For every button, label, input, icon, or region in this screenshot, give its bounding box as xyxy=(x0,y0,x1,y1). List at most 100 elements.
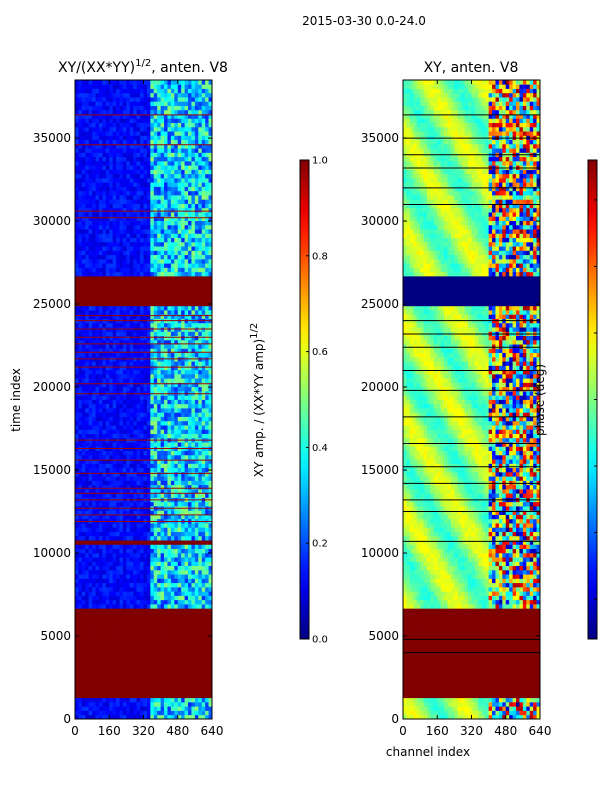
heatmap-cell xyxy=(160,373,165,379)
heatmap-cell xyxy=(81,195,86,200)
heatmap-cell xyxy=(177,488,182,494)
heatmap-cell xyxy=(208,220,213,226)
heatmap-cell xyxy=(194,667,199,673)
heatmap-cell xyxy=(170,195,175,200)
heatmap-cell xyxy=(184,684,189,690)
heatmap-cell xyxy=(146,288,151,294)
heatmap-cell xyxy=(133,476,138,481)
heatmap-cell xyxy=(140,523,144,528)
heatmap-cell xyxy=(92,237,96,243)
heatmap-cell xyxy=(205,301,209,307)
heatmap-cell xyxy=(85,676,90,682)
heatmap-cell xyxy=(146,548,151,554)
heatmap-cell xyxy=(105,523,110,528)
heatmap-cell xyxy=(78,629,83,635)
heatmap-cell xyxy=(164,216,168,221)
heatmap-cell xyxy=(81,582,86,588)
heatmap-cell xyxy=(205,535,209,541)
heatmap-cell xyxy=(81,459,86,464)
heatmap-cell xyxy=(208,442,213,447)
heatmap-cell xyxy=(136,603,141,609)
heatmap-cell xyxy=(98,199,103,204)
heatmap-cell xyxy=(170,382,175,388)
heatmap-cell xyxy=(116,599,120,605)
heatmap-cell xyxy=(78,339,83,345)
heatmap-cell xyxy=(146,305,151,311)
heatmap-cell xyxy=(184,433,189,439)
heatmap-cell xyxy=(85,271,90,277)
heatmap-cell xyxy=(133,701,138,707)
heatmap-cell xyxy=(160,454,165,460)
heatmap-cell xyxy=(184,621,189,626)
heatmap-cell xyxy=(177,633,182,639)
heatmap-cell xyxy=(75,335,79,341)
heatmap-cell xyxy=(95,386,100,392)
heatmap-cell xyxy=(194,241,199,247)
heatmap-cell xyxy=(177,271,182,277)
heatmap-cell xyxy=(102,420,107,426)
heatmap-cell xyxy=(146,199,151,204)
heatmap-cell xyxy=(129,646,134,652)
heatmap-cell xyxy=(75,527,79,532)
heatmap-cell xyxy=(112,697,117,703)
heatmap-cell xyxy=(81,293,86,298)
heatmap-cell xyxy=(85,207,90,213)
heatmap-cell xyxy=(88,339,93,345)
heatmap-cell xyxy=(122,322,127,328)
heatmap-cell xyxy=(191,667,196,673)
heatmap-cell xyxy=(150,484,155,490)
heatmap-cell xyxy=(198,429,203,434)
heatmap-cell xyxy=(205,697,209,703)
heatmap-cell xyxy=(116,578,120,584)
heatmap-cell xyxy=(119,190,124,196)
heatmap-cell xyxy=(92,288,96,294)
heatmap-cell xyxy=(98,578,103,584)
heatmap-cell xyxy=(198,510,203,515)
heatmap-cell xyxy=(122,650,127,656)
heatmap-cell xyxy=(208,425,213,430)
heatmap-cell xyxy=(146,476,151,481)
heatmap-cell xyxy=(102,697,107,703)
heatmap-cell xyxy=(205,680,209,686)
heatmap-cell xyxy=(164,603,168,609)
heatmap-cell xyxy=(160,642,165,647)
heatmap-cell xyxy=(102,467,107,473)
heatmap-cell xyxy=(129,527,134,532)
heatmap-cell xyxy=(133,689,138,694)
heatmap-cell xyxy=(133,310,138,315)
heatmap-cell xyxy=(116,365,120,371)
heatmap-cell xyxy=(88,552,93,558)
heatmap-cell xyxy=(208,561,213,567)
heatmap-cell xyxy=(140,237,144,243)
heatmap-cell xyxy=(109,467,114,473)
heatmap-cell xyxy=(194,199,199,204)
heatmap-cell xyxy=(88,471,93,477)
heatmap-cell xyxy=(167,220,172,226)
heatmap-cell xyxy=(95,450,100,456)
heatmap-cell xyxy=(170,650,175,656)
heatmap-cell xyxy=(191,629,196,635)
heatmap-cell xyxy=(119,408,124,413)
heatmap-cell xyxy=(194,250,199,256)
heatmap-cell xyxy=(146,638,151,643)
heatmap-cell xyxy=(157,552,162,558)
heatmap-cell xyxy=(129,488,134,494)
heatmap-cell xyxy=(170,331,175,336)
heatmap-cell xyxy=(174,603,179,609)
heatmap-cell xyxy=(92,459,96,464)
heatmap-cell xyxy=(126,578,131,584)
heatmap-cell xyxy=(208,693,213,699)
heatmap-cell xyxy=(146,565,151,571)
heatmap-cell xyxy=(201,569,206,575)
heatmap-cell xyxy=(174,689,179,694)
heatmap-cell xyxy=(184,586,189,592)
heatmap-cell xyxy=(174,254,179,260)
heatmap-cell xyxy=(126,293,131,298)
heatmap-cell xyxy=(75,207,79,213)
heatmap-cell xyxy=(85,463,90,469)
heatmap-cell xyxy=(153,561,158,567)
heatmap-cell xyxy=(126,203,131,209)
heatmap-cell xyxy=(167,297,172,302)
heatmap-cell xyxy=(208,429,213,434)
heatmap-cell xyxy=(78,680,83,686)
